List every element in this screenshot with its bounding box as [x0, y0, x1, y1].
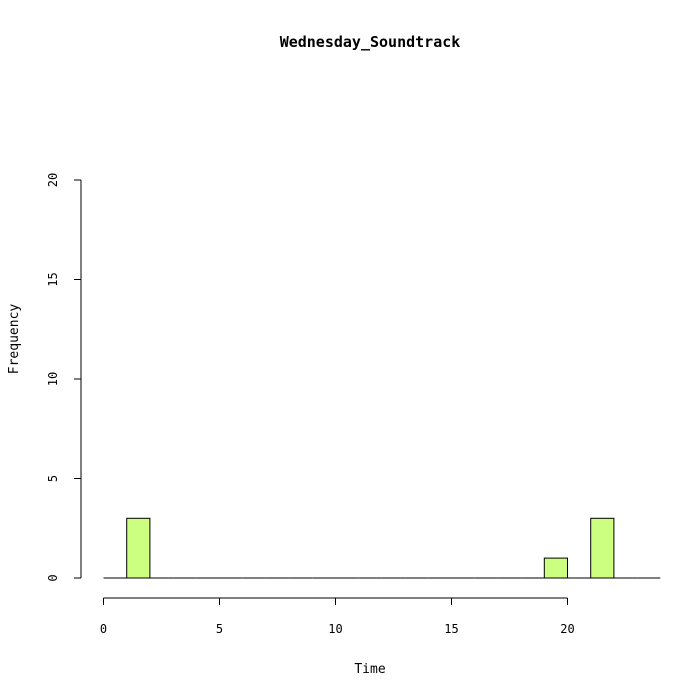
x-tick-label: 5 [216, 622, 223, 636]
y-axis: 0 5 10 15 20 [46, 173, 82, 582]
x-tick-label: 10 [328, 622, 342, 636]
x-tick-label: 20 [560, 622, 574, 636]
x-axis-label: Time [354, 662, 385, 677]
bars-group [103, 517, 661, 579]
y-axis-label: Frequency [7, 304, 22, 375]
y-tick-label: 10 [46, 372, 60, 386]
y-tick-label: 20 [46, 173, 60, 187]
y-tick-label: 15 [46, 272, 60, 286]
chart-title: Wednesday_Soundtrack [280, 33, 461, 51]
histogram-bar [590, 517, 615, 579]
y-tick-label: 5 [46, 475, 60, 482]
x-axis: 0 5 10 15 20 [100, 597, 575, 636]
x-tick-label: 0 [100, 622, 107, 636]
x-tick-label: 15 [444, 622, 458, 636]
histogram-bar [543, 557, 568, 579]
y-tick-label: 0 [46, 574, 60, 581]
histogram-bar [126, 517, 151, 579]
